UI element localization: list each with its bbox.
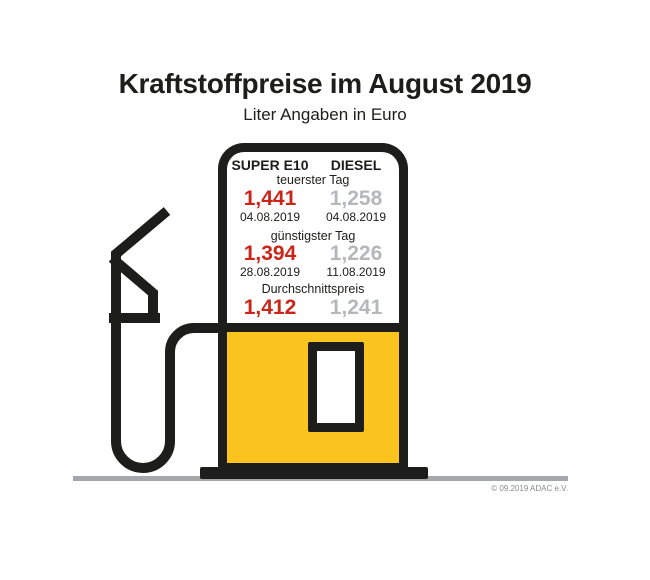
diesel-date-most-expensive: 04.08.2019: [325, 209, 387, 224]
price-row-most-expensive: 1,441 1,258: [227, 186, 399, 210]
page-title: Kraftstoffpreise im August 2019: [118, 68, 532, 99]
column-header-super-e10: SUPER E10: [231, 157, 309, 173]
super-e10-date-most-expensive: 04.08.2019: [239, 209, 301, 224]
column-header-diesel: DIESEL: [330, 157, 382, 173]
pump-body: [227, 332, 399, 463]
diesel-price-most-expensive: 1,258: [329, 186, 383, 210]
page-subtitle: Liter Angaben in Euro: [243, 105, 407, 124]
price-row-cheapest: 1,394 1,226: [227, 242, 399, 265]
super-e10-price-most-expensive: 1,441: [243, 186, 297, 210]
nozzle-spout-and-hose-path: [111, 207, 224, 473]
pump-price-display: SUPER E10 DIESEL teuerster Tag 1,441 1,2…: [227, 152, 399, 318]
copyright-note: © 09.2019 ADAC e.V.: [491, 484, 568, 493]
diesel-price-cheapest: 1,226: [329, 242, 383, 265]
section-label-cheapest-day: günstigster Tag: [270, 228, 356, 243]
diesel-price-average: 1,241: [329, 295, 383, 319]
price-row-average: 1,412 1,241: [227, 295, 399, 319]
date-row-cheapest: 28.08.2019 11.08.2019: [227, 266, 399, 278]
fuel-pump: SUPER E10 DIESEL teuerster Tag 1,441 1,2…: [218, 143, 408, 472]
section-label-most-expensive-day: teuerster Tag: [276, 173, 350, 187]
nozzle-holster-slot: [308, 342, 364, 432]
super-e10-price-average: 1,412: [243, 295, 297, 319]
pump-display-divider: [227, 323, 399, 332]
super-e10-price-cheapest: 1,394: [243, 242, 297, 265]
date-row-most-expensive: 04.08.2019 04.08.2019: [227, 211, 399, 223]
super-e10-date-cheapest: 28.08.2019: [239, 265, 301, 279]
display-header-row: SUPER E10 DIESEL: [227, 158, 399, 172]
nozzle-handle-path: [108, 254, 158, 318]
diesel-date-cheapest: 11.08.2019: [326, 265, 386, 279]
section-label-average-price: Durchschnittspreis: [261, 282, 365, 296]
